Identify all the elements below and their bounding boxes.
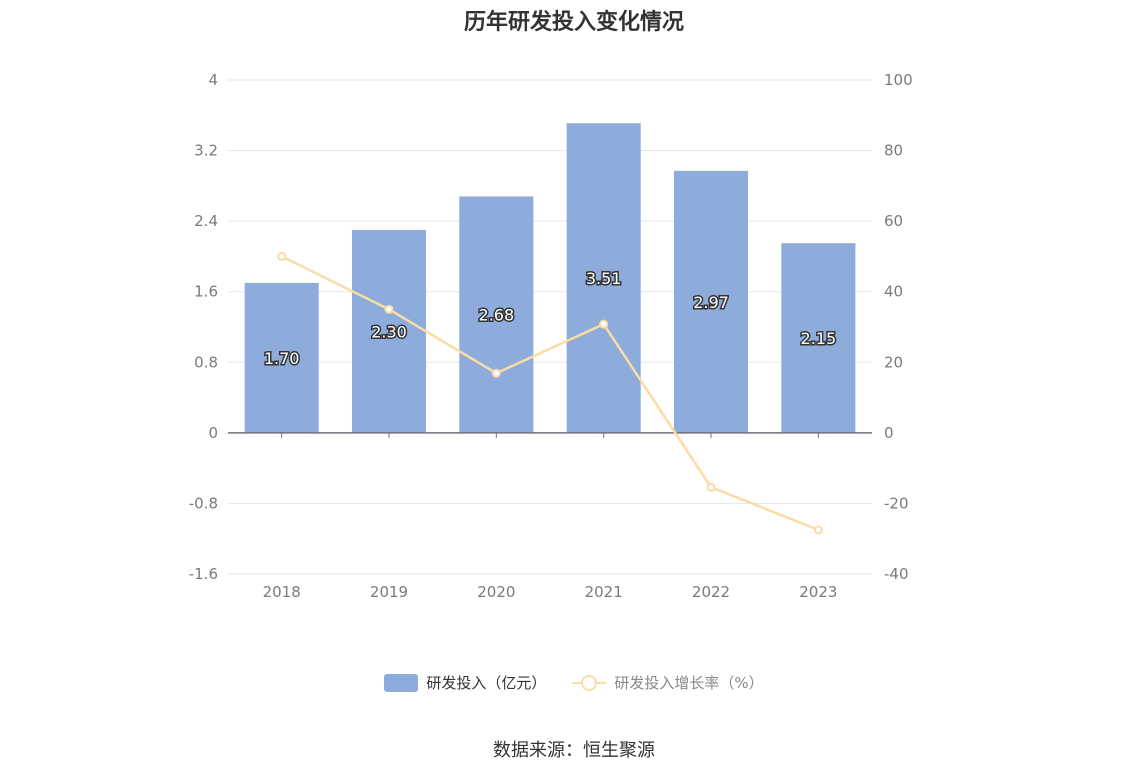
line-point xyxy=(599,319,609,329)
right-tick-label: 40 xyxy=(884,283,903,301)
chart-title: 历年研发投入变化情况 xyxy=(463,10,684,35)
x-tick-label: 2018 xyxy=(263,583,301,601)
bar xyxy=(244,282,319,433)
left-tick-label: 4 xyxy=(208,71,218,89)
bar-data-label: 2.97 xyxy=(693,293,729,312)
x-tick-label: 2021 xyxy=(585,583,623,601)
legend-label-line: 研发投入增长率（%） xyxy=(614,674,764,692)
line-point xyxy=(384,304,394,314)
bar-data-label: 2.68 xyxy=(479,306,515,325)
legend-line-swatch xyxy=(572,674,607,692)
line-point xyxy=(706,482,716,492)
bar-data-label: 1.70 xyxy=(264,349,300,368)
line-path xyxy=(281,255,819,532)
bar xyxy=(351,229,427,433)
right-tick-label: 60 xyxy=(884,212,903,230)
right-tick-label: 0 xyxy=(884,424,894,442)
line-series xyxy=(277,251,823,535)
legend-item-bar[interactable]: 研发投入（亿元） xyxy=(384,672,546,693)
line-point xyxy=(491,368,501,378)
left-tick-label: 0 xyxy=(208,424,218,442)
left-tick-label: -1.6 xyxy=(189,565,218,583)
bar xyxy=(673,170,749,433)
data-labels: 1.70 2.30 2.68 3.51 2.97 2.15 xyxy=(262,268,837,370)
grid-lines xyxy=(228,79,872,575)
x-tick-label: 2023 xyxy=(799,583,837,601)
legend-item-line[interactable]: 研发投入增长率（%） xyxy=(572,672,764,693)
bar xyxy=(781,243,856,433)
line-point xyxy=(813,525,823,535)
bar-data-label: 2.30 xyxy=(371,322,407,341)
left-tick-label: 3.2 xyxy=(194,142,218,160)
right-tick-label: -40 xyxy=(884,565,909,583)
line-point xyxy=(277,251,287,261)
x-tick-label: 2022 xyxy=(692,583,730,601)
left-tick-label: 2.4 xyxy=(194,212,218,230)
bar-data-label: 3.51 xyxy=(586,269,622,288)
right-tick-label: -20 xyxy=(884,494,909,512)
left-tick-label: 0.8 xyxy=(194,353,218,371)
legend-label-bar: 研发投入（亿元） xyxy=(426,674,547,692)
bar-data-label: 2.15 xyxy=(801,329,837,348)
x-tick-label: 2020 xyxy=(477,583,515,601)
left-tick-label: 1.6 xyxy=(194,283,218,301)
bar xyxy=(459,196,534,433)
right-tick-label: 20 xyxy=(884,353,903,371)
x-tick-label: 2019 xyxy=(370,583,408,601)
axes: 4 3.2 2.4 1.6 0.8 0 -0.8 -1.6 100 80 60 40 20 0 -20 -40… xyxy=(189,71,913,601)
legend-bar-swatch xyxy=(384,673,419,692)
right-tick-label: 80 xyxy=(884,142,903,160)
right-tick-label: 100 xyxy=(884,71,913,89)
source-note: 数据来源：恒生聚源 xyxy=(493,740,655,761)
left-tick-label: -0.8 xyxy=(189,494,218,512)
bar xyxy=(566,123,641,433)
bar-series xyxy=(244,123,856,433)
legend: 研发投入（亿元） 研发投入增长率（%） xyxy=(0,672,1148,693)
